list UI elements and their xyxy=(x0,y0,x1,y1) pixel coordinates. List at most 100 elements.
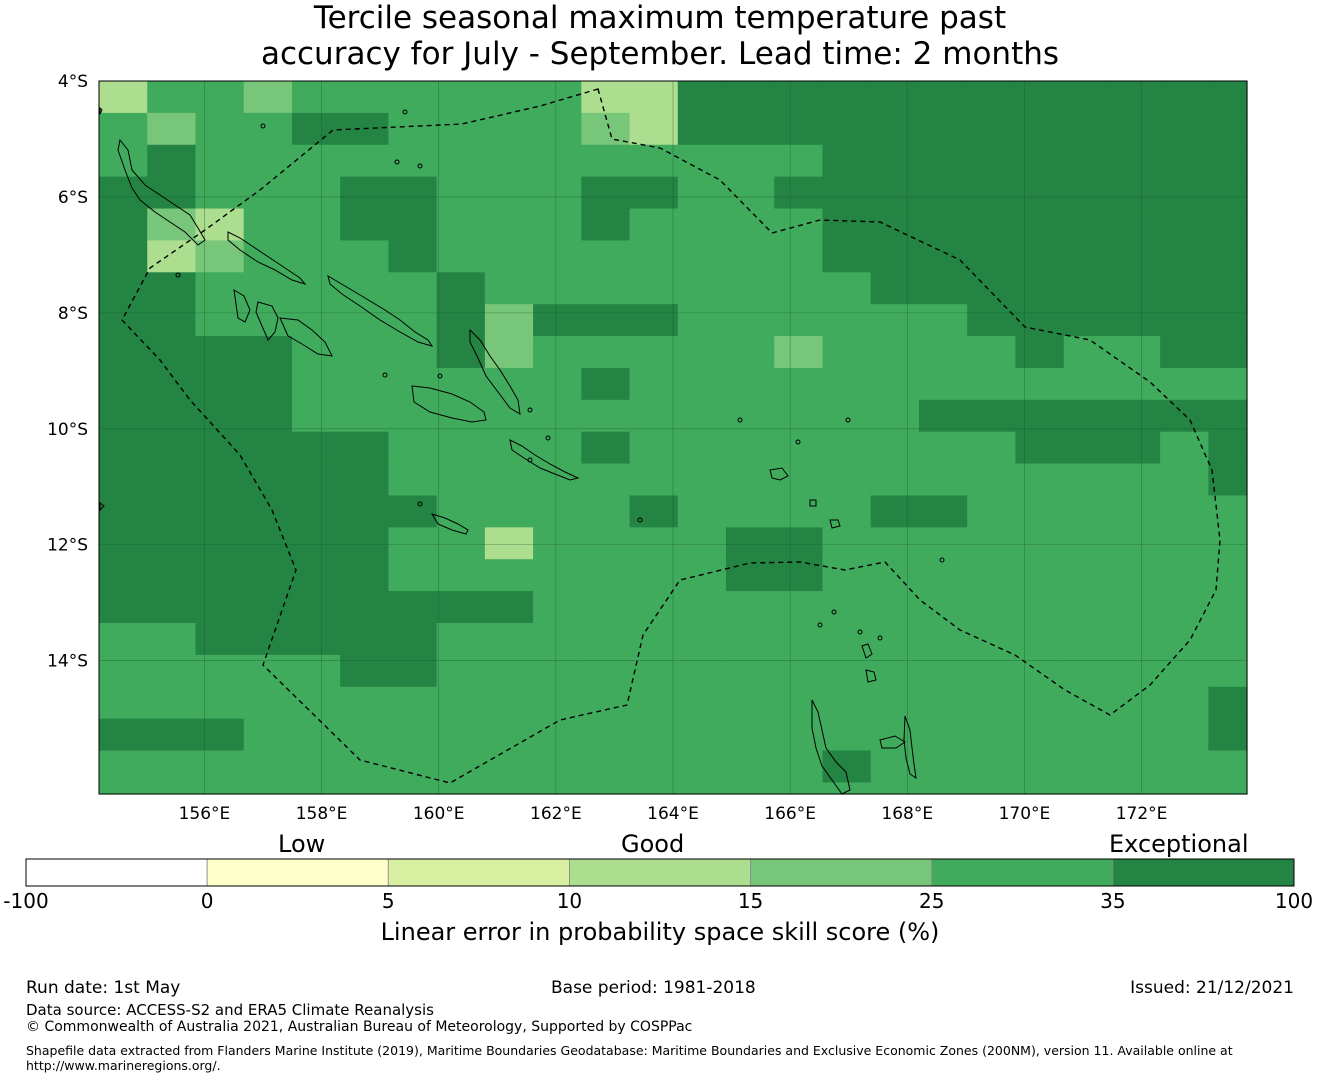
grid-cell xyxy=(726,336,775,369)
grid-cell xyxy=(629,240,679,273)
base-period: Base period: 1981-2018 xyxy=(551,978,756,998)
grid-cell xyxy=(581,559,631,592)
grid-cell xyxy=(774,686,824,720)
grid-cell xyxy=(1015,144,1065,178)
grid-cell xyxy=(1160,622,1209,656)
grid-cell xyxy=(484,272,534,305)
grid-cell xyxy=(822,144,872,178)
grid-cell xyxy=(822,112,872,146)
grid-cell xyxy=(1160,208,1209,242)
grid-cell xyxy=(388,272,438,305)
grid-cell xyxy=(484,176,534,210)
grid-cell xyxy=(677,463,727,497)
grid-cell xyxy=(533,591,582,624)
grid-cell xyxy=(195,336,245,369)
grid-cell xyxy=(436,112,486,146)
grid-cell xyxy=(726,208,775,242)
grid-cell xyxy=(918,367,968,401)
grid-cell xyxy=(1111,208,1161,242)
grid-cell xyxy=(147,112,197,146)
colorbar-segment xyxy=(387,858,570,887)
small-island xyxy=(417,163,423,169)
colorbar-tick-label: 25 xyxy=(918,889,945,913)
grid-cell xyxy=(147,81,197,114)
grid-cell xyxy=(629,431,679,465)
grid-cell xyxy=(918,750,968,784)
grid-cell xyxy=(677,622,727,656)
grid-cell xyxy=(340,750,390,784)
grid-cell xyxy=(581,495,631,528)
colorbar-segment xyxy=(569,858,751,887)
grid-cell xyxy=(533,750,582,784)
grid-cell xyxy=(243,208,293,242)
grid-cell xyxy=(1208,591,1248,624)
copyright: © Commonwealth of Australia 2021, Austra… xyxy=(26,1019,693,1035)
grid-cell xyxy=(533,144,582,178)
grid-cell xyxy=(774,208,824,242)
grid-cell xyxy=(629,495,679,528)
grid-cell xyxy=(243,527,293,560)
grid-cell xyxy=(484,463,534,497)
grid-cell xyxy=(870,304,920,337)
grid-cell xyxy=(1208,208,1248,242)
grid-cell xyxy=(388,81,438,114)
grid-cell xyxy=(967,367,1017,401)
grid-cell xyxy=(1160,654,1209,688)
island-coastline xyxy=(469,328,521,415)
grid-cell xyxy=(1208,782,1248,795)
grid-cell xyxy=(1015,208,1065,242)
grid-cell xyxy=(1208,336,1248,369)
grid-cell xyxy=(1111,686,1161,720)
grid-cell xyxy=(1111,718,1161,752)
grid-cell xyxy=(1015,686,1065,720)
grid-cell xyxy=(388,622,438,656)
grid-cell xyxy=(1063,144,1113,178)
grid-cell xyxy=(774,81,824,114)
grid-cell xyxy=(99,176,148,210)
grid-cell xyxy=(484,559,534,592)
grid-cell xyxy=(629,112,679,146)
graticule xyxy=(99,80,1247,794)
small-island xyxy=(939,557,945,563)
grid-cell xyxy=(243,144,293,178)
grid-cell xyxy=(291,176,341,210)
grid-cell xyxy=(1015,272,1065,305)
grid-cell xyxy=(533,718,582,752)
grid-cell xyxy=(918,176,968,210)
grid-cell xyxy=(340,654,390,688)
grid-cell xyxy=(581,240,631,273)
grid-cell xyxy=(195,81,245,114)
grid-cell xyxy=(677,559,727,592)
grid-cell xyxy=(967,176,1017,210)
grid-cell xyxy=(533,367,582,401)
grid-cell xyxy=(1015,559,1065,592)
grid-cell xyxy=(918,431,968,465)
grid-cell xyxy=(340,399,390,433)
grid-cell xyxy=(677,718,727,752)
grid-cell xyxy=(291,367,341,401)
grid-cell xyxy=(388,144,438,178)
grid-cell xyxy=(1063,272,1113,305)
grid-cell xyxy=(147,431,197,465)
grid-cell xyxy=(1015,240,1065,273)
small-island xyxy=(737,417,743,423)
grid-cell xyxy=(340,336,390,369)
grid-cell xyxy=(918,272,968,305)
grid-cell xyxy=(195,782,245,795)
grid-cell xyxy=(822,240,872,273)
grid-cell xyxy=(243,591,293,624)
grid-cell xyxy=(822,782,872,795)
grid-cell xyxy=(484,654,534,688)
grid-cell xyxy=(581,686,631,720)
grid-cell xyxy=(1015,495,1065,528)
grid-cell xyxy=(99,718,148,752)
grid-cell xyxy=(243,304,293,337)
latitude-labels: 4°S 6°S 8°S 10°S 12°S 14°S xyxy=(47,72,88,672)
grid-cell xyxy=(99,463,148,497)
grid-cell xyxy=(1111,399,1161,433)
grid-cell xyxy=(918,463,968,497)
grid-cell xyxy=(147,367,197,401)
grid-cell xyxy=(967,336,1017,369)
grid-cell xyxy=(822,718,872,752)
grid-cell xyxy=(726,367,775,401)
